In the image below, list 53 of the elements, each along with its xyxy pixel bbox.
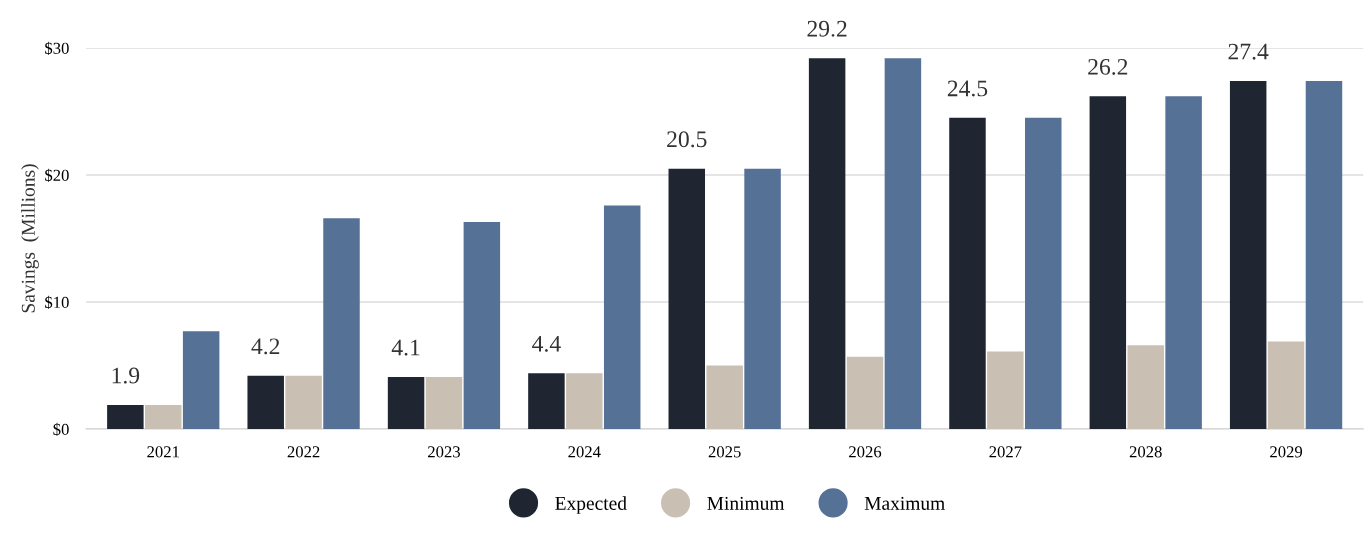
bar [463, 222, 501, 430]
bar [987, 351, 1024, 430]
bar [949, 117, 986, 430]
x-tick-label: 2028 [1129, 446, 1162, 458]
data-label: 24.5 [947, 80, 988, 97]
bar [808, 58, 846, 430]
bar [528, 373, 565, 430]
bar [668, 168, 706, 430]
x-tick-label: 2029 [1270, 446, 1303, 458]
legend-label: Maximum [864, 496, 945, 510]
data-label: 27.4 [1228, 43, 1269, 60]
bar [1267, 341, 1305, 430]
bar [387, 376, 425, 430]
y-axis-title: Savings (Millions) [21, 164, 39, 313]
bar [884, 58, 922, 430]
x-tick-label: 2025 [708, 446, 741, 458]
x-tick-label: 2021 [147, 446, 179, 458]
bar [706, 365, 743, 430]
bar [1089, 96, 1127, 430]
legend-label: Minimum [707, 496, 785, 510]
y-tick-label: $20 [45, 168, 69, 183]
x-tick-label: 2027 [989, 446, 1022, 458]
bar [285, 375, 322, 430]
bar [846, 356, 884, 430]
bar [247, 375, 284, 430]
y-tick-label: $10 [45, 295, 69, 310]
data-label: 4.4 [532, 335, 561, 352]
bar [145, 404, 182, 430]
bar [744, 168, 781, 430]
data-label: 4.1 [391, 339, 420, 356]
bar [1127, 345, 1164, 430]
data-label: 1.9 [112, 367, 140, 384]
bar [566, 373, 603, 430]
bar [1025, 117, 1062, 430]
data-label: 20.5 [667, 131, 707, 148]
y-tick-label: $30 [45, 41, 69, 56]
bar [182, 331, 220, 430]
bar [1165, 96, 1202, 430]
data-label: 4.2 [251, 338, 280, 355]
x-tick-label: 2026 [849, 446, 882, 458]
bar [1229, 81, 1267, 430]
x-tick-label: 2023 [428, 446, 460, 458]
x-tick-label: 2024 [568, 446, 601, 458]
bar [1305, 81, 1343, 430]
bar [603, 205, 641, 430]
bar [323, 218, 360, 430]
x-tick-label: 2022 [287, 446, 320, 458]
bar [107, 404, 144, 430]
bar [425, 376, 463, 430]
data-label: 29.2 [807, 20, 847, 37]
data-label: 26.2 [1088, 58, 1128, 75]
y-tick-label: $0 [53, 422, 69, 437]
legend-label: Expected [555, 496, 627, 514]
